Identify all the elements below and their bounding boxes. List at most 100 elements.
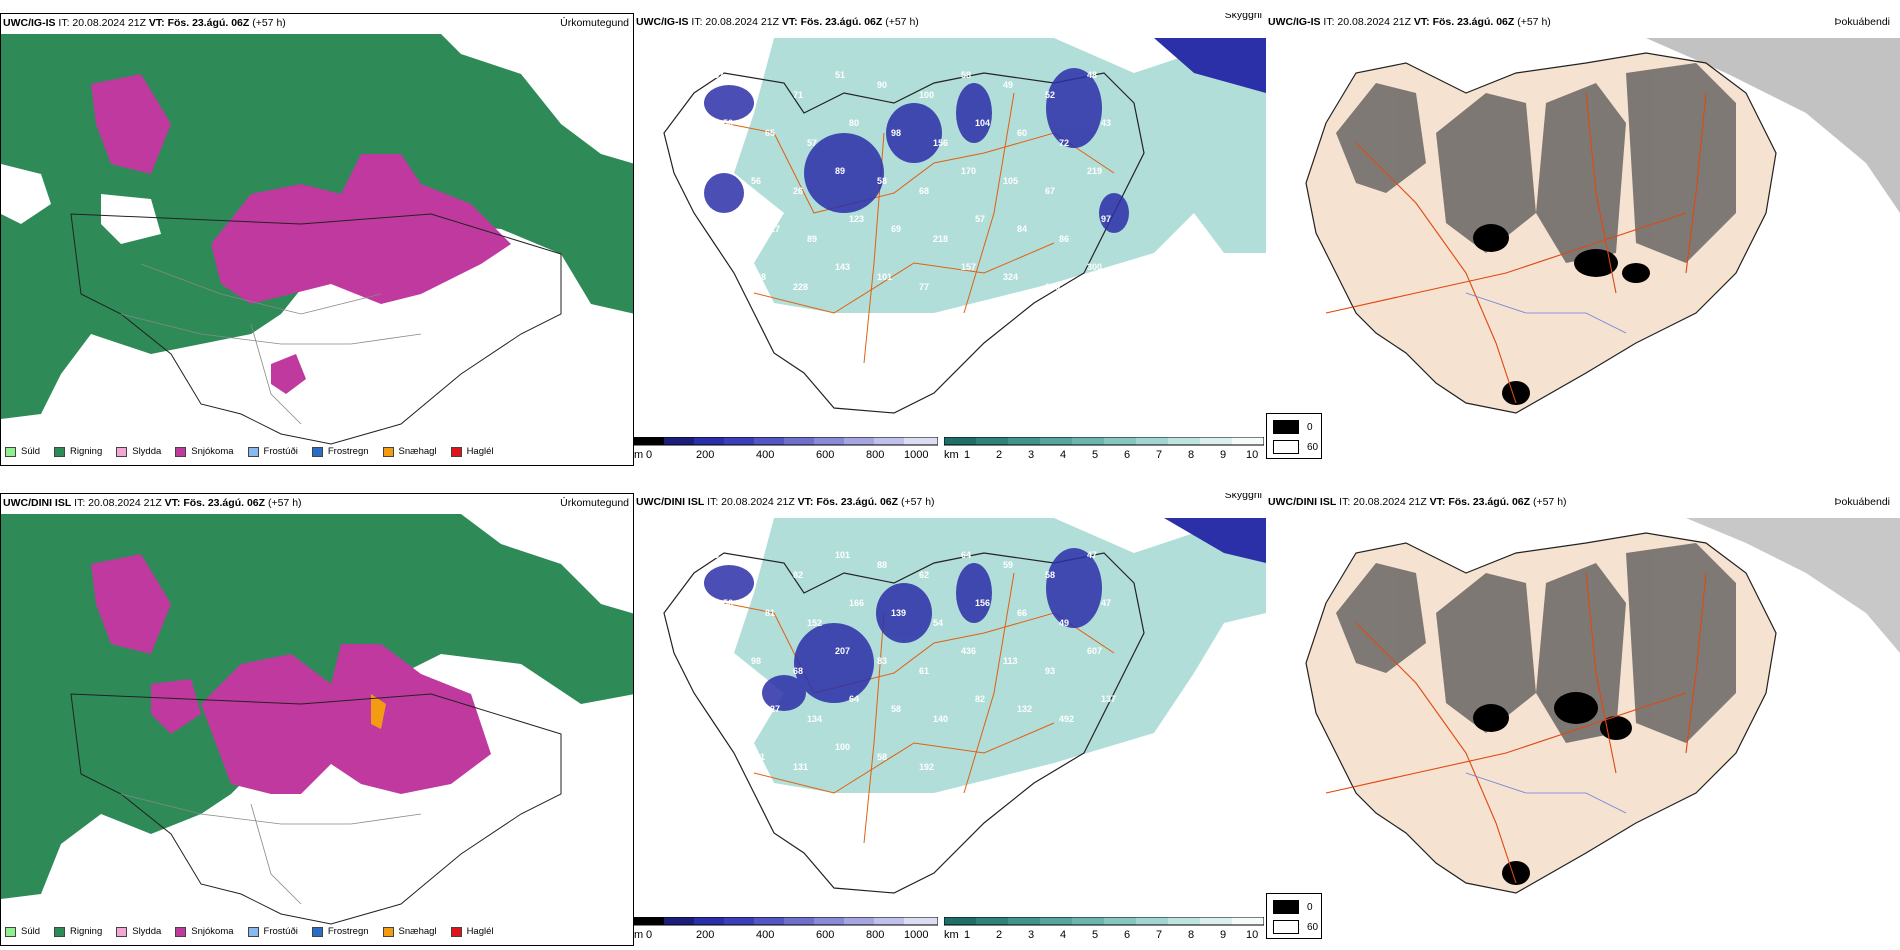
legend-item: Snjókoma [175,926,234,937]
colorbar-tick: 1 [964,449,971,461]
visibility-value-label: 134 [807,714,822,724]
colorbar-tick: 9 [1220,449,1227,461]
visibility-value-label: 324 [1003,272,1018,282]
colorbar-tick: 7 [1156,929,1163,941]
colorbar-tick: 5 [1092,929,1099,941]
colorbar-tick: 4 [1060,449,1067,461]
panel-title: Skyggni [1224,493,1262,501]
visibility-value-label: 47 [1101,598,1111,608]
visibility-value-label: 227 [765,704,780,714]
visibility-value-label: 137 [1101,694,1116,704]
visibility-value-label: 101 [835,550,850,560]
visibility-value-label: 56 [723,598,733,608]
visibility-value-label: 123 [849,214,864,224]
visibility-value-label: 98 [891,128,901,138]
panel-title: Úrkomutegund [560,17,629,29]
colorbar-tick: 7 [1156,449,1163,461]
visibility-value-label: 61 [919,666,929,676]
fog-legend-label: 0 [1307,421,1313,433]
visibility-value-label: 89 [807,234,817,244]
colorbar-tick: 4 [1060,929,1067,941]
visibility-value-label: 86 [709,742,719,752]
visibility-value-label: 100 [835,742,850,752]
precip-type-panel-top: UWC/IG-IS IT: 20.08.2024 21Z VT: Fös. 23… [0,13,634,466]
visibility-value-label: 76 [751,560,761,570]
visibility-map-bottom: 83 76 82 101 88 62 64 59 58 47 56 81 152 166 139 54 156 6… [634,515,1266,915]
visibility-value-label: 92 [709,262,719,272]
visibility-value-label: 207 [835,646,850,656]
visibility-value-label: 43 [709,166,719,176]
visibility-value-label: 57 [975,214,985,224]
visibility-value-label: 51 [835,70,845,80]
visibility-value-label: 59 [1003,560,1013,570]
legend-item: Frostregn [311,926,369,937]
visibility-value-label: 140 [933,714,948,724]
visibility-value-label: 101 [877,272,892,282]
visibility-map-top: 157 63 71 51 90 100 58 49 52 48 50 65 57 80 98 156 104 60… [634,35,1266,435]
legend-item: Frostúði [247,446,298,457]
visibility-value-label: 81 [765,608,775,618]
depth-colorbar-bottom: m 0 200 400 600 800 1000 [634,917,938,943]
legend-item: Frostúði [247,926,298,937]
visibility-value-label: 63 [751,80,761,90]
visibility-value-label: 300 [1087,262,1102,272]
depth-colorbar-top: m 0 200 400 600 800 1000 [634,437,938,463]
colorbar-tick: 400 [756,449,775,461]
colorbar-tick: 3 [1028,449,1035,461]
colorbar-tick: 600 [816,929,835,941]
visibility-value-label: 131 [793,762,808,772]
visibility-value-label: 267 [723,694,738,704]
fog-map-bottom [1266,515,1900,935]
panel-title: Þokuábendi [1834,496,1890,508]
visibility-value-label: 170 [961,166,976,176]
colorbar-unit: km [944,449,959,461]
colorbar-unit: m [634,449,644,461]
colorbar-tick: 2 [996,929,1003,941]
depth-colorbar-swatches [634,437,938,446]
fog-legend-label: 60 [1307,921,1319,933]
precip-legend: Súld Rigning Slydda Snjókoma Frostúði Fr… [5,446,494,457]
colorbar-tick: 0 [646,449,653,461]
visibility-value-label: 157 [709,70,724,80]
fog-panel-bottom: UWC/DINI ISL IT: 20.08.2024 21Z VT: Fös.… [1266,493,1900,946]
visibility-value-label: 166 [849,598,864,608]
legend-item: Slydda [116,446,161,457]
visibility-value-label: 268 [751,272,766,282]
colorbar-tick: 200 [696,929,715,941]
visibility-value-label: 156 [975,598,990,608]
visibility-value-label: 132 [1017,704,1032,714]
visibility-value-label: 152 [807,618,822,628]
colorbar-tick: 3 [1028,929,1035,941]
depth-colorbar-swatches [634,917,938,926]
visibility-value-label: 71 [793,90,803,100]
legend-item: Rigning [54,926,102,937]
visibility-value-label: 50 [723,118,733,128]
visibility-value-label: 56 [751,176,761,186]
legend-item: Rigning [54,446,102,457]
visibility-value-label: 492 [1059,714,1074,724]
legend-item: Snæhagl [382,446,437,457]
fog-map-top [1266,35,1900,455]
visibility-value-label: 82 [975,694,985,704]
panel-title: Úrkomutegund [560,497,629,509]
panel-title: Skyggni [1224,13,1262,21]
visibility-value-label: 68 [919,186,929,196]
visibility-value-label: 104 [975,118,990,128]
colorbar-tick: 200 [696,449,715,461]
visibility-value-label: 113 [1003,656,1018,666]
colorbar-tick: 6 [1124,929,1131,941]
visibility-colorbar-top: km 1 2 3 4 5 6 7 8 9 10 [944,437,1264,463]
colorbar-tick: 6 [1124,449,1131,461]
visibility-value-label: 58 [1045,570,1055,580]
visibility-value-label: 66 [1017,608,1027,618]
visibility-value-label: 48 [1087,70,1097,80]
fog-legend-top: 0 60 [1266,413,1322,459]
panel-header: UWC/IG-IS IT: 20.08.2024 21Z VT: Fös. 23… [1268,16,1551,28]
visibility-panel-top: 157 63 71 51 90 100 58 49 52 48 50 65 57 80 98 156 104 60… [634,13,1266,466]
visibility-value-label: 157 [961,262,976,272]
visibility-value-label: 90 [877,80,887,90]
panel-header: UWC/DINI ISL IT: 20.08.2024 21Z VT: Fös.… [636,496,935,508]
visibility-value-label: 43 [1101,118,1111,128]
visibility-colorbar-bottom: km 1 2 3 4 5 6 7 8 9 10 [944,917,1264,943]
visibility-value-label: 67 [1045,186,1055,196]
